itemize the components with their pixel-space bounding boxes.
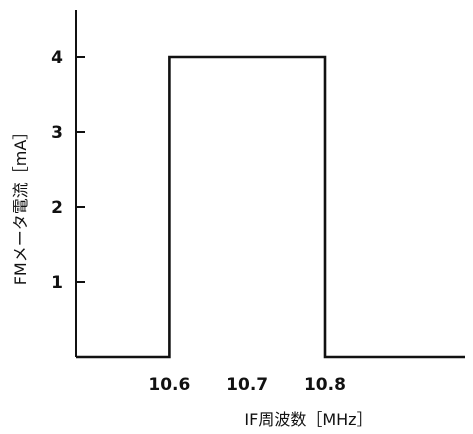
x-tick-label: 10.6 [148,375,190,395]
x-tick-label: 10.7 [226,375,268,395]
series-line [76,55,465,359]
y-tick-label: 3 [51,123,63,143]
x-ticks: 10.6 10.7 10.8 [148,375,346,395]
y-tick-label: 4 [51,48,63,68]
y-axis-label: FMメータ電流［mA］ [11,124,30,286]
series-layer [76,55,465,359]
y-ticks: 1 2 3 4 [51,48,85,293]
y-tick-label: 1 [51,273,63,293]
plot-area: 1 2 3 4 10.6 10.7 10.8 [51,10,465,395]
y-tick-label: 2 [51,198,63,218]
x-tick-label: 10.8 [304,375,346,395]
x-axis-label: IF周波数［MHz］ [244,410,372,429]
